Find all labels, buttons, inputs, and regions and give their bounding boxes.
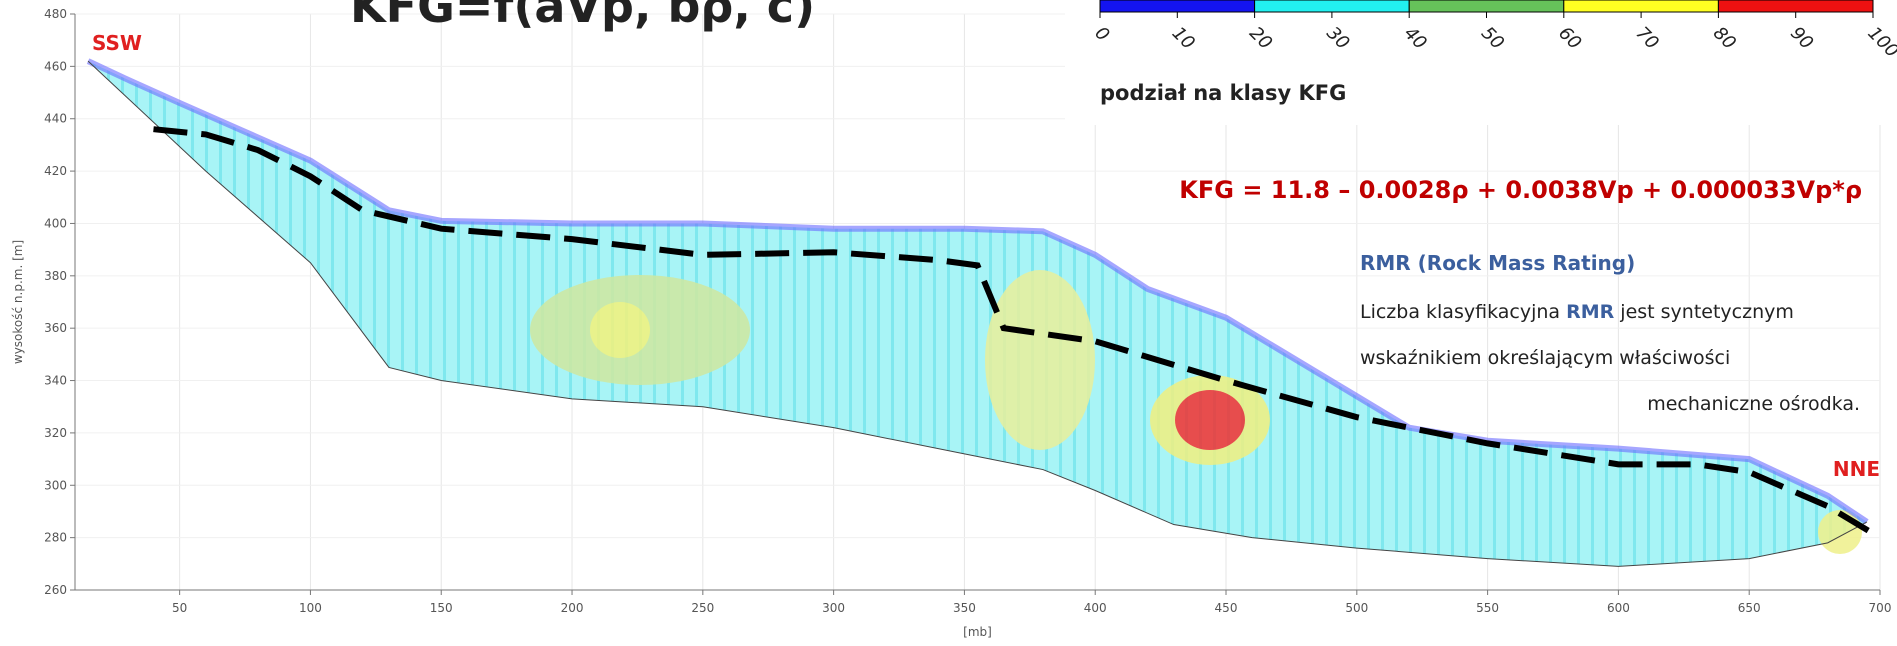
base-line bbox=[87, 60, 1868, 567]
y-tick-label: 260 bbox=[44, 583, 67, 597]
side-label: SSW bbox=[92, 31, 142, 55]
rmr-line: mechaniczne ośrodka. bbox=[1647, 393, 1860, 415]
x-tick-label: 700 bbox=[1869, 601, 1892, 615]
zone bbox=[1175, 390, 1245, 450]
plot: 50 100 150 200 250 300 350 400 450 500 550 600 650 70… bbox=[11, 7, 1891, 639]
y-tick-label: 380 bbox=[44, 269, 67, 283]
rmr-line: wskaźnikiem określającym właściwości bbox=[1360, 347, 1730, 369]
x-tick-label: 350 bbox=[953, 601, 976, 615]
x-tick-label: 300 bbox=[822, 601, 845, 615]
y-tick-label: 300 bbox=[44, 478, 67, 492]
legend-bg bbox=[1065, 0, 1897, 125]
colorbar-segment bbox=[1563, 0, 1719, 13]
zone bbox=[985, 270, 1095, 450]
section-fill bbox=[88, 61, 1867, 567]
surface-line bbox=[86, 58, 1869, 525]
rmr-text: Liczba klasyfikacyjna bbox=[1360, 301, 1560, 323]
zone bbox=[590, 302, 650, 358]
colorbar-segment bbox=[1717, 0, 1874, 13]
overlay: SSW NNE bbox=[86, 31, 1882, 567]
zones bbox=[530, 270, 1862, 554]
x-tick-label: 600 bbox=[1607, 601, 1630, 615]
colorbar-segment bbox=[1254, 0, 1410, 13]
colorbar-segment bbox=[1099, 0, 1256, 13]
rmr-heading: RMR (Rock Mass Rating) bbox=[1360, 251, 1635, 275]
rmr-line: Liczba klasyfikacyjna RMR jest syntetycz… bbox=[1360, 301, 1794, 323]
y-tick-label: 420 bbox=[44, 164, 67, 178]
rmr-text: jest syntetycznym bbox=[1619, 301, 1794, 323]
y-tick-label: 280 bbox=[44, 531, 67, 545]
x-tick-label: 150 bbox=[430, 601, 453, 615]
colorbar-caption: podział na klasy KFG bbox=[1100, 81, 1346, 105]
x-tick-label: 450 bbox=[1215, 601, 1238, 615]
title: KFG=f(aVp, bρ, c) bbox=[350, 0, 815, 33]
side-label: NNE bbox=[1833, 457, 1880, 481]
x-tick-label: 100 bbox=[299, 601, 322, 615]
y-tick-label: 400 bbox=[44, 216, 67, 230]
formula: KFG = 11.8 – 0.0028ρ + 0.0038Vp + 0.0000… bbox=[1179, 176, 1862, 204]
colorbar-segment bbox=[1408, 0, 1565, 13]
y-axis-label: wysokość n.p.m. [m] bbox=[11, 240, 25, 364]
y-tick-label: 440 bbox=[44, 112, 67, 126]
y-tick-label: 460 bbox=[44, 59, 67, 73]
x-tick-label: 400 bbox=[1084, 601, 1107, 615]
y-tick-label: 360 bbox=[44, 321, 67, 335]
rmr-term: RMR bbox=[1566, 301, 1615, 323]
y-tick-label: 480 bbox=[44, 7, 67, 21]
x-tick-label: 50 bbox=[172, 601, 187, 615]
boundary-line bbox=[153, 126, 1882, 541]
y-tick-label: 320 bbox=[44, 426, 67, 440]
y-tick-label: 340 bbox=[44, 374, 67, 388]
x-tick-label: 550 bbox=[1476, 601, 1499, 615]
x-tick-label: 200 bbox=[561, 601, 584, 615]
x-tick-label: 650 bbox=[1738, 601, 1761, 615]
x-axis-label: [mb] bbox=[963, 625, 992, 639]
x-tick-label: 500 bbox=[1345, 601, 1368, 615]
x-tick-label: 250 bbox=[691, 601, 714, 615]
